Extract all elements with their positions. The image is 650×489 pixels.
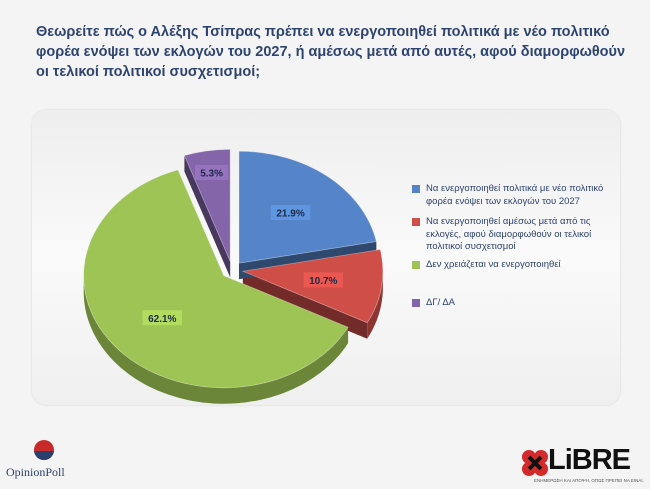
slice-label-bg-4 [195,164,229,180]
slice-label-3: 62.1% [148,314,176,325]
title-line-1: Θεωρείτε πώς ο Αλέξης Τσίπρας πρέπει να … [36,24,610,40]
legend-item-2: Να ενεργοποιηθεί αμέσως μετά από τις εκλ… [412,216,612,254]
legend-label-3: Δεν χρειάζεται να ενεργοποιηθεί [426,258,561,270]
libre-logo-text: LiBRE [548,444,631,476]
opinionpoll-logo-text: OpinionPoll [6,465,65,479]
legend-label-2: Να ενεργοποιηθεί αμέσως μετά από τις εκλ… [426,216,592,252]
legend-item-3: Δεν χρειάζεται να ενεργοποιηθεί [412,259,612,272]
slice-label-bg-2 [303,272,344,288]
legend-swatch-2 [412,218,420,226]
title-line-3: οι τελικοί πολιτικοί συσχετισμοί; [36,64,261,80]
opinionpoll-mark-icon [34,440,54,460]
slice-label-1: 21.9% [276,209,304,220]
legend-swatch-4 [412,299,420,307]
legend-swatch-3 [412,260,420,269]
legend-label-1: Να ενεργοποιηθεί πολιτικά με νέο πολιτικ… [426,183,604,207]
libre-tagline: ΕΝΗΜΕΡΩΣΗ ΚΑΙ ΑΠΟΨΗ, ΟΠΩΣ ΠΡΕΠΕΙ ΝΑ ΕΙΝΑ… [534,478,644,483]
title-line-2: φορέα ενόψει των εκλογών του 2027, ή αμέ… [36,44,626,60]
slice-label-2: 10.7% [309,276,337,287]
slice-label-bg-3 [142,310,183,326]
legend-swatch-1 [412,185,420,193]
chart-title: Θεωρείτε πώς ο Αλέξης Τσίπρας πρέπει να … [36,22,636,82]
legend-item-4: ΔΓ/ ΔΑ [412,297,612,310]
slice-label-bg-1 [270,205,311,221]
pie-edge-4-1 [184,155,231,278]
libre-logo: LiBRE ΕΝΗΜΕΡΩΣΗ ΚΑΙ ΑΠΟΨΗ, ΟΠΩΣ ΠΡΕΠΕΙ Ν… [518,444,644,486]
legend-item-1: Να ενεργοποιηθεί πολιτικά με νέο πολιτικ… [412,183,612,208]
opinionpoll-logo: OpinionPoll [6,436,116,484]
legend-label-4: ΔΓ/ ΔΑ [426,297,456,308]
pie-wall-3 [83,275,349,404]
pie-slice-3 [83,169,349,389]
pie-edge-2-2 [242,271,368,339]
slice-label-4: 5.3% [200,168,223,179]
chart-legend: Να ενεργοποιηθεί πολιτικά με νέο πολιτικ… [412,183,612,310]
libre-mark-icon [522,450,548,476]
pie-labels: 21.9% 10.7% 62.1% 5.3% [142,164,344,326]
pie-wall-2 [367,271,383,339]
